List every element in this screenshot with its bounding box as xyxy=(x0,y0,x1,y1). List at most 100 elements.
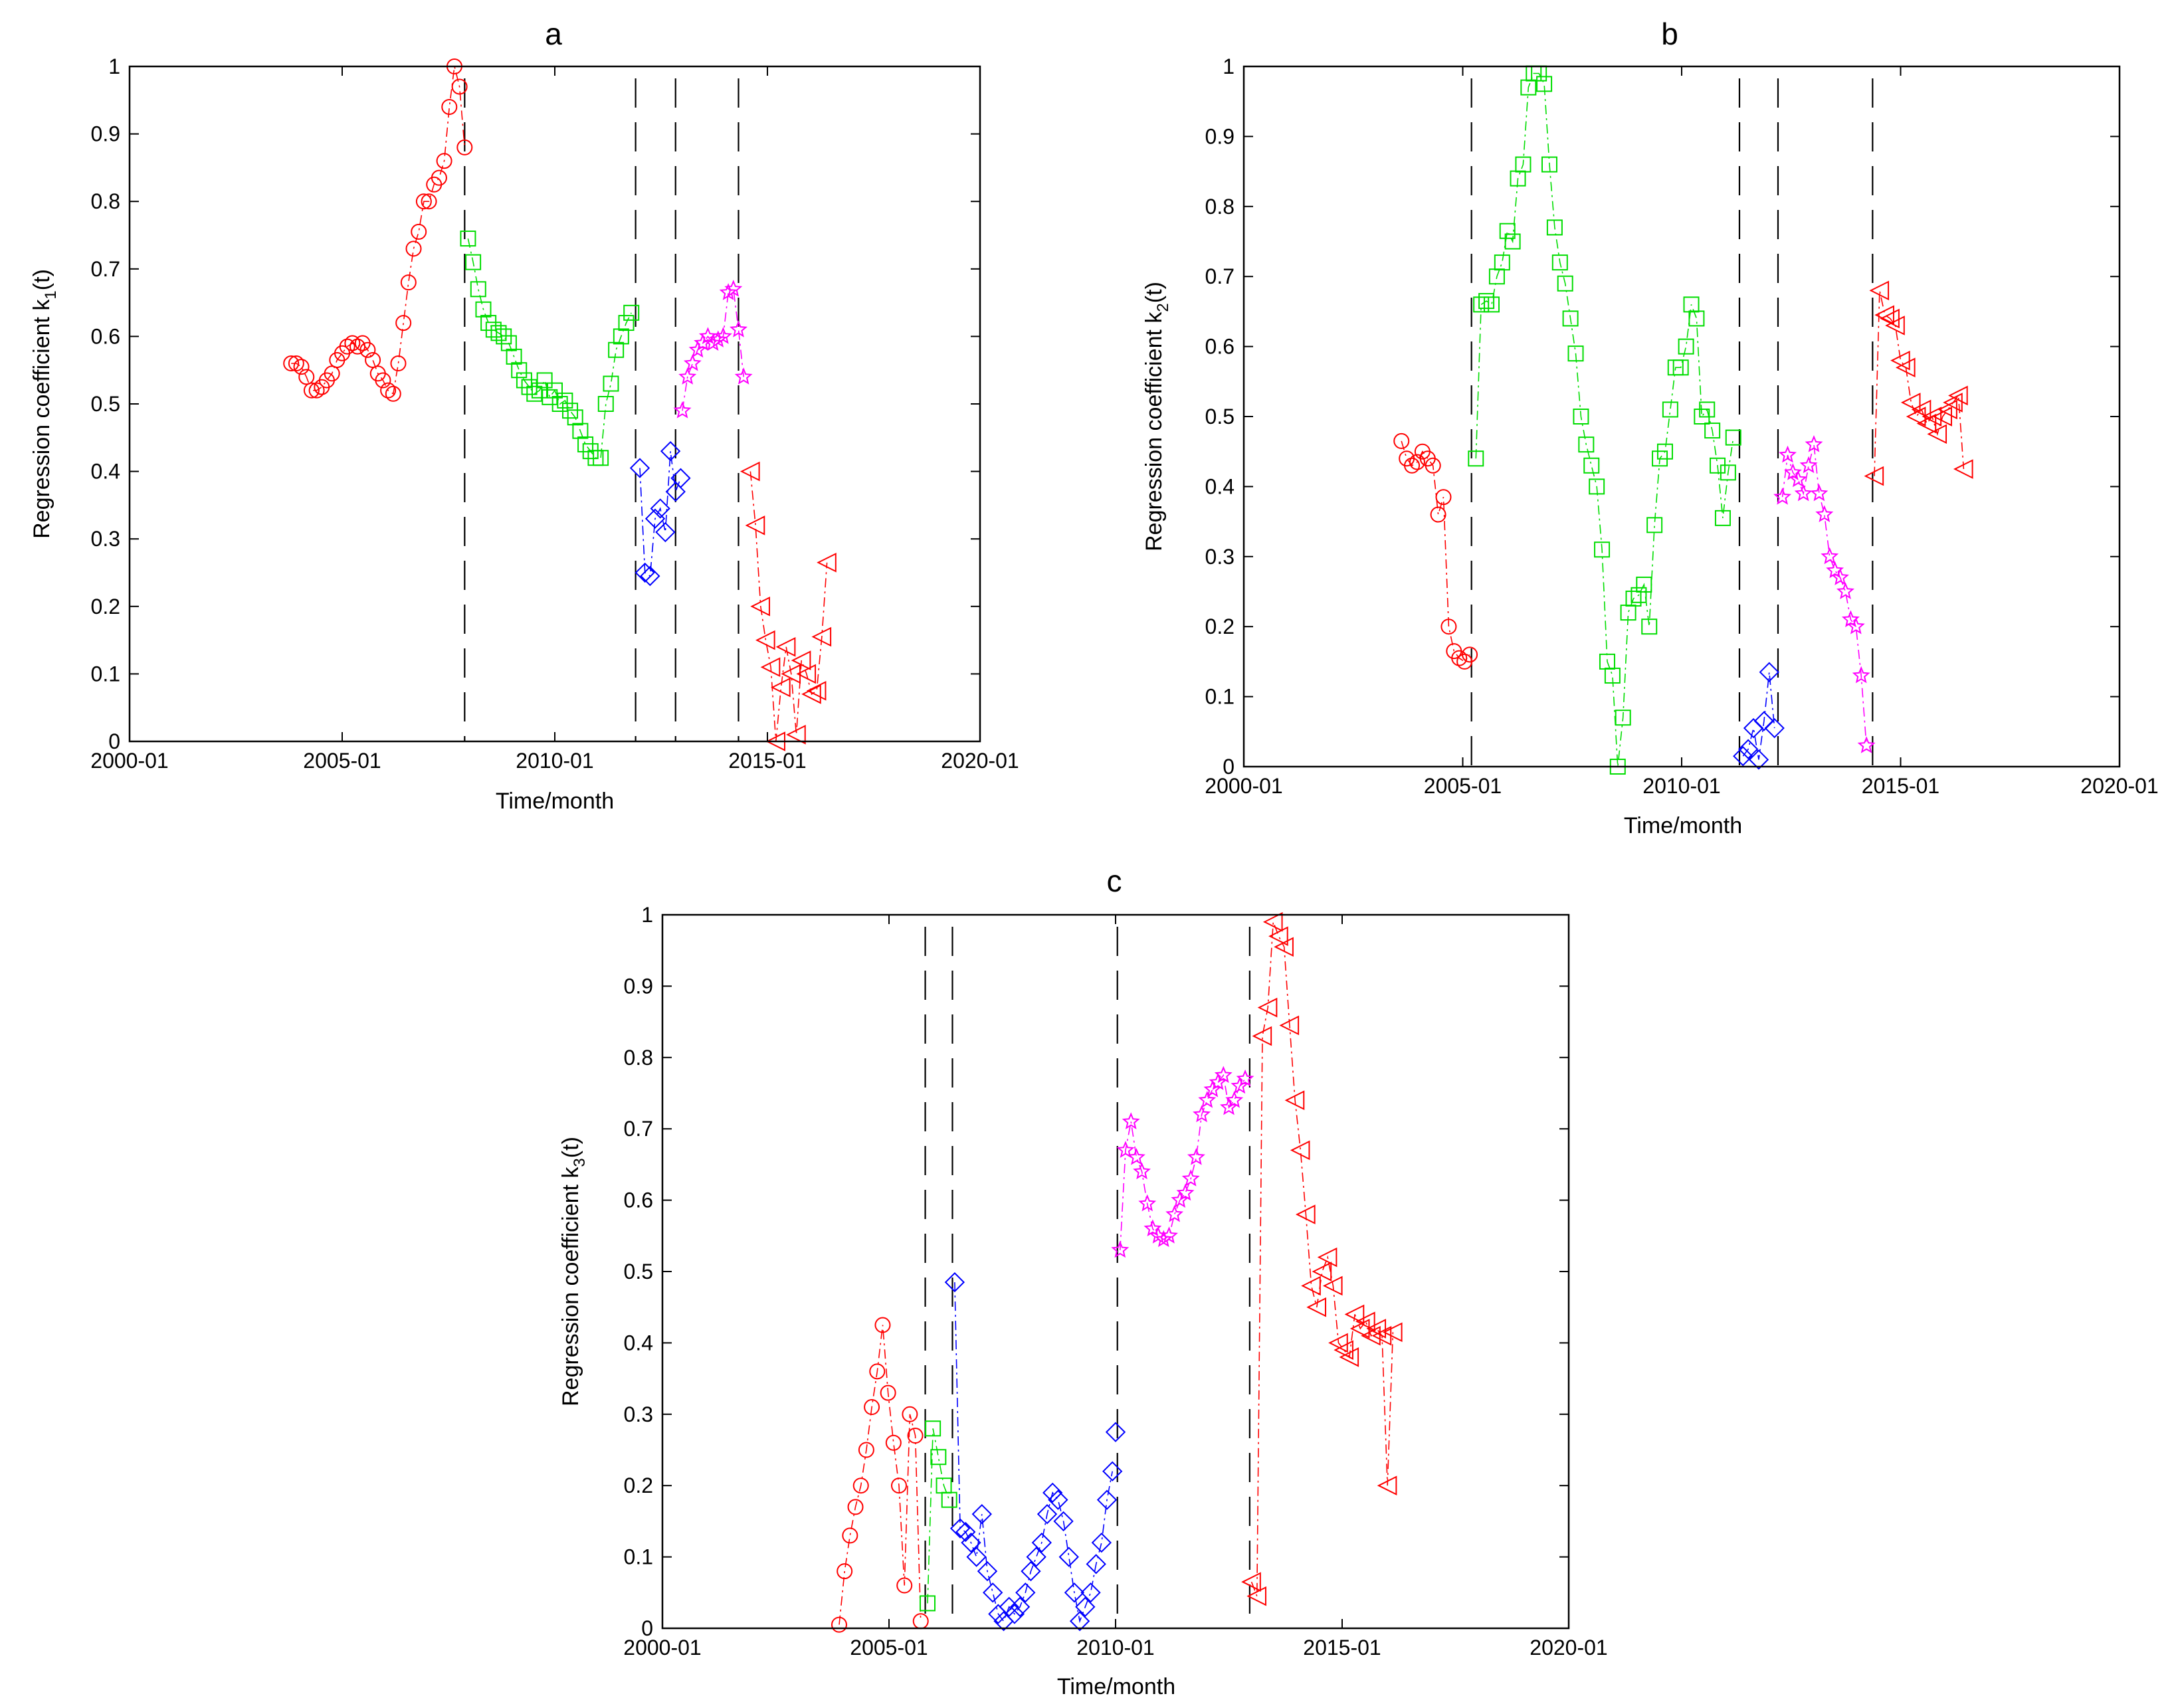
data-point-segment-1 xyxy=(885,1434,902,1451)
data-point-segment-5 xyxy=(1869,280,1890,301)
data-point-segment-1 xyxy=(1409,454,1425,470)
data-point-segment-4 xyxy=(1171,1190,1189,1208)
data-point-segment-3 xyxy=(944,1272,965,1293)
data-point-segment-5 xyxy=(1874,305,1894,325)
data-point-segment-3 xyxy=(1075,1596,1096,1617)
data-point-segment-5 xyxy=(1284,1090,1305,1111)
data-point-segment-4 xyxy=(1815,505,1834,523)
data-point-segment-3 xyxy=(1738,739,1759,759)
data-point-segment-5 xyxy=(1895,357,1916,378)
series-line-segment-1 xyxy=(1401,440,1470,662)
y-tick-label: 0.4 xyxy=(91,460,120,484)
x-axis-label: Time/month xyxy=(1057,1674,1175,1699)
data-point-segment-2 xyxy=(465,254,482,270)
data-point-segment-2 xyxy=(475,301,492,318)
y-tick-label: 0.2 xyxy=(1205,615,1235,638)
data-point-segment-1 xyxy=(298,369,315,385)
data-point-segment-2 xyxy=(1604,667,1621,684)
data-point-segment-5 xyxy=(1344,1304,1365,1325)
data-point-segment-1 xyxy=(451,78,468,95)
data-point-segment-5 xyxy=(1257,997,1278,1018)
data-point-segment-4 xyxy=(1810,484,1829,502)
data-point-segment-2 xyxy=(1573,409,1589,425)
data-point-segment-1 xyxy=(831,1616,847,1633)
data-point-segment-2 xyxy=(1646,517,1663,533)
data-point-segment-3 xyxy=(1004,1604,1025,1624)
data-point-segment-2 xyxy=(593,450,609,466)
data-point-segment-3 xyxy=(1753,711,1775,731)
data-point-segment-5 xyxy=(1361,1325,1381,1346)
data-point-segment-4 xyxy=(673,401,692,419)
series-line-segment-5 xyxy=(1874,290,1965,476)
data-point-segment-2 xyxy=(1699,401,1716,418)
data-point-segment-1 xyxy=(891,1477,908,1494)
data-point-segment-4 xyxy=(1779,445,1797,463)
data-point-segment-5 xyxy=(750,596,770,617)
data-point-segment-5 xyxy=(806,680,827,701)
panel-c: c 2000-01 2005-01 2010-01 2015-01 2020-01 0 0.… xyxy=(558,864,1608,1699)
series-line-segment-5 xyxy=(749,471,828,742)
series-line-segment-4 xyxy=(682,288,744,411)
data-point-segment-5 xyxy=(1922,407,1942,427)
data-point-segment-1 xyxy=(349,338,366,355)
data-point-segment-4 xyxy=(1794,484,1813,502)
data-point-segment-3 xyxy=(971,1503,992,1525)
data-point-segment-3 xyxy=(955,1521,976,1543)
y-tick-label: 1 xyxy=(1223,54,1235,78)
data-point-segment-2 xyxy=(511,362,528,379)
data-point-segment-2 xyxy=(506,348,522,365)
data-point-segment-3 xyxy=(660,440,681,462)
data-point-segment-5 xyxy=(786,725,806,745)
data-point-segment-2 xyxy=(1714,510,1731,526)
data-point-segment-2 xyxy=(930,1449,947,1466)
y-tick-label: 0.1 xyxy=(91,662,120,686)
data-point-segment-2 xyxy=(1641,618,1658,635)
y-tick-label: 0.7 xyxy=(1205,264,1235,288)
data-point-segment-4 xyxy=(1143,1219,1162,1237)
data-point-segment-4 xyxy=(1209,1073,1227,1090)
y-tick-label: 0.8 xyxy=(624,1046,653,1070)
data-point-segment-1 xyxy=(1393,432,1410,449)
data-point-segment-4 xyxy=(1165,1204,1184,1222)
series-line-segment-3 xyxy=(639,450,682,577)
data-point-segment-1 xyxy=(365,351,381,368)
data-point-segment-2 xyxy=(919,1595,936,1612)
data-point-segment-3 xyxy=(1042,1482,1063,1503)
x-tick-label: 2020-01 xyxy=(2080,774,2158,798)
data-point-segment-2 xyxy=(1656,443,1673,460)
data-point-segment-1 xyxy=(1435,489,1452,506)
data-point-segment-3 xyxy=(1048,1489,1068,1510)
y-tick-label: 0.7 xyxy=(91,257,120,281)
data-point-segment-4 xyxy=(698,327,717,344)
data-point-segment-5 xyxy=(1906,407,1926,427)
y-tick-label: 0 xyxy=(108,729,120,753)
data-point-segment-5 xyxy=(1927,424,1947,444)
data-point-segment-2 xyxy=(603,375,619,392)
data-point-segment-2 xyxy=(547,382,563,399)
data-point-segment-3 xyxy=(1748,749,1769,770)
data-point-segment-4 xyxy=(1231,1076,1249,1094)
y-tick-label: 0.2 xyxy=(91,595,120,618)
data-point-segment-2 xyxy=(1625,591,1642,607)
data-point-segment-1 xyxy=(400,274,417,291)
data-point-segment-2 xyxy=(623,304,640,321)
data-point-segment-5 xyxy=(1322,1276,1343,1296)
data-point-segment-3 xyxy=(966,1547,987,1567)
data-point-segment-3 xyxy=(644,508,666,529)
data-point-segment-2 xyxy=(500,335,517,351)
data-point-segment-4 xyxy=(1220,1097,1238,1115)
data-point-segment-5 xyxy=(1306,1297,1327,1317)
data-point-segment-1 xyxy=(308,382,325,399)
data-point-segment-3 xyxy=(1031,1532,1052,1553)
y-tick-label: 0.9 xyxy=(91,122,120,146)
data-point-segment-4 xyxy=(1857,736,1876,753)
data-point-segment-4 xyxy=(1805,434,1823,452)
data-point-segment-5 xyxy=(791,650,811,670)
data-point-segment-3 xyxy=(1086,1554,1106,1574)
y-tick-label: 0.5 xyxy=(1205,405,1235,428)
data-point-segment-5 xyxy=(1911,399,1931,420)
data-point-segment-5 xyxy=(1382,1322,1403,1343)
y-tick-label: 0.6 xyxy=(1205,335,1235,359)
data-point-segment-5 xyxy=(1246,1586,1266,1606)
data-point-segment-1 xyxy=(405,240,422,257)
